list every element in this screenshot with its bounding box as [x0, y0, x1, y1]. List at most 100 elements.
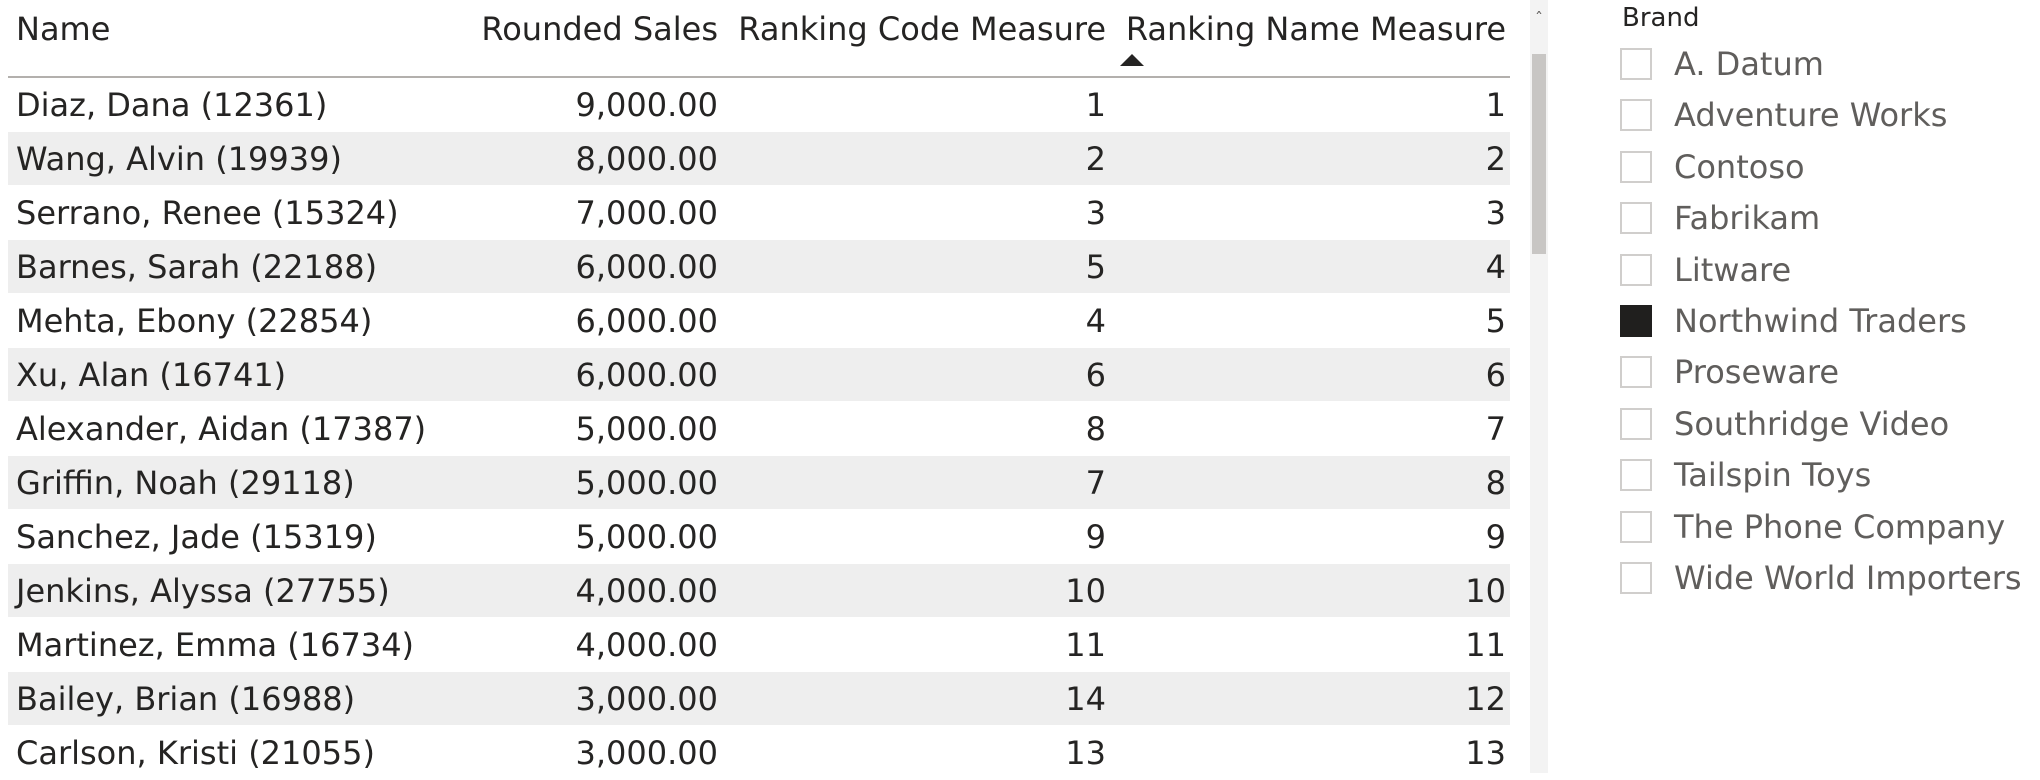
cell-rounded-sales: 6,000.00: [575, 248, 719, 286]
slicer-title: Brand: [1622, 3, 1700, 33]
slicer-item[interactable]: Contoso: [1620, 145, 2030, 196]
cell-ranking-code-measure: 5: [1085, 248, 1106, 286]
cell-ranking-name-measure: 12: [1465, 680, 1506, 718]
cell-ranking-name-measure: 4: [1485, 248, 1506, 286]
scrollbar-thumb[interactable]: [1532, 54, 1546, 254]
cell-name: Griffin, Noah (29118): [16, 464, 355, 502]
cell-name: Alexander, Aidan (17387): [16, 410, 427, 448]
cell-ranking-name-measure: 10: [1465, 572, 1506, 610]
slicer-item-label: Wide World Importers: [1674, 558, 2022, 597]
cell-rounded-sales: 3,000.00: [575, 734, 719, 772]
cell-rounded-sales: 5,000.00: [575, 410, 719, 448]
table-row[interactable]: Barnes, Sarah (22188) 6,000.00 5 4: [8, 240, 1510, 294]
table-row[interactable]: Wang, Alvin (19939) 8,000.00 2 2: [8, 132, 1510, 186]
cell-rounded-sales: 9,000.00: [575, 86, 719, 124]
slicer-item-label: A. Datum: [1674, 45, 1824, 83]
cell-rounded-sales: 8,000.00: [575, 140, 719, 178]
table-row[interactable]: Jenkins, Alyssa (27755) 4,000.00 10 10: [8, 564, 1510, 618]
cell-rounded-sales: 4,000.00: [575, 572, 719, 610]
cell-ranking-code-measure: 13: [1065, 734, 1106, 772]
slicer-checkbox[interactable]: [1620, 253, 1652, 286]
cell-name: Xu, Alan (16741): [16, 356, 287, 394]
slicer-checkbox[interactable]: [1620, 510, 1652, 543]
slicer-item[interactable]: A. Datum: [1620, 42, 2030, 93]
cell-ranking-code-measure: 4: [1085, 302, 1106, 340]
cell-ranking-code-measure: 14: [1065, 680, 1106, 718]
slicer-item[interactable]: Proseware: [1620, 350, 2030, 401]
slicer-checkbox[interactable]: [1620, 407, 1652, 440]
slicer-item-label: Tailspin Toys: [1674, 456, 1872, 495]
table-row[interactable]: Sanchez, Jade (15319) 5,000.00 9 9: [8, 510, 1510, 564]
cell-rounded-sales: 5,000.00: [575, 518, 719, 556]
table-row[interactable]: Diaz, Dana (12361) 9,000.00 1 1: [8, 78, 1510, 132]
cell-ranking-code-measure: 1: [1085, 86, 1106, 124]
cell-name: Wang, Alvin (19939): [16, 140, 342, 178]
cell-rounded-sales: 6,000.00: [575, 356, 719, 394]
column-header-ranking-code-measure[interactable]: Ranking Code Measure: [738, 10, 1106, 48]
cell-ranking-code-measure: 8: [1085, 410, 1106, 448]
table-row[interactable]: Griffin, Noah (29118) 5,000.00 7 8: [8, 456, 1510, 510]
cell-rounded-sales: 5,000.00: [575, 464, 719, 502]
slicer-checkbox[interactable]: [1620, 150, 1652, 183]
cell-ranking-code-measure: 9: [1085, 518, 1106, 556]
slicer-checkbox[interactable]: [1620, 202, 1652, 235]
table-row[interactable]: Bailey, Brian (16988) 3,000.00 14 12: [8, 672, 1510, 726]
cell-ranking-name-measure: 6: [1485, 356, 1506, 394]
slicer-checkbox[interactable]: [1620, 356, 1652, 389]
cell-name: Martinez, Emma (16734): [16, 626, 415, 664]
table-header-row: Name Rounded Sales Ranking Code Measure …: [8, 0, 1510, 78]
cell-name: Mehta, Ebony (22854): [16, 302, 373, 340]
slicer-item[interactable]: Adventure Works: [1620, 93, 2030, 144]
slicer-checkbox[interactable]: [1620, 48, 1652, 80]
table-row[interactable]: Serrano, Renee (15324) 7,000.00 3 3: [8, 186, 1510, 240]
cell-name: Serrano, Renee (15324): [16, 194, 399, 232]
table-row[interactable]: Carlson, Kristi (21055) 3,000.00 13 13: [8, 726, 1510, 780]
table-body: Diaz, Dana (12361) 9,000.00 1 1 Wang, Alvin …: [8, 78, 1510, 780]
slicer-item-label: Proseware: [1674, 353, 1840, 392]
slicer-item[interactable]: Northwind Traders: [1620, 299, 2030, 350]
table-row[interactable]: Alexander, Aidan (17387) 5,000.00 8 7: [8, 402, 1510, 456]
table-row[interactable]: Martinez, Emma (16734) 4,000.00 11 11: [8, 618, 1510, 672]
cell-ranking-name-measure: 5: [1485, 302, 1506, 340]
slicer-item[interactable]: Fabrikam: [1620, 196, 2030, 247]
cell-name: Carlson, Kristi (21055): [16, 734, 375, 772]
cell-ranking-code-measure: 3: [1085, 194, 1106, 232]
slicer-item[interactable]: Litware: [1620, 248, 2030, 299]
cell-ranking-code-measure: 11: [1065, 626, 1106, 664]
sort-ascending-icon[interactable]: [1120, 54, 1144, 66]
table-row[interactable]: Mehta, Ebony (22854) 6,000.00 4 5: [8, 294, 1510, 348]
column-header-ranking-name-measure[interactable]: Ranking Name Measure: [1125, 10, 1506, 48]
slicer-item-label: Litware: [1674, 250, 1792, 289]
cell-ranking-name-measure: 8: [1485, 464, 1506, 502]
cell-ranking-code-measure: 10: [1065, 572, 1106, 610]
cell-rounded-sales: 7,000.00: [575, 194, 719, 232]
cell-name: Sanchez, Jade (15319): [16, 518, 377, 556]
cell-rounded-sales: 4,000.00: [575, 626, 719, 664]
slicer-item[interactable]: The Phone Company: [1620, 505, 2030, 556]
table-row[interactable]: Xu, Alan (16741) 6,000.00 6 6: [8, 348, 1510, 402]
slicer-list: A. Datum Adventure Works Contoso Fabrikam Li…: [1620, 42, 2030, 607]
cell-rounded-sales: 6,000.00: [575, 302, 719, 340]
cell-ranking-name-measure: 1: [1485, 86, 1506, 124]
cell-ranking-name-measure: 3: [1485, 194, 1506, 232]
slicer-item[interactable]: Southridge Video: [1620, 402, 2030, 453]
slicer-item[interactable]: Tailspin Toys: [1620, 453, 2030, 504]
column-header-rounded-sales[interactable]: Rounded Sales: [481, 10, 718, 48]
slicer-checkbox[interactable]: [1620, 99, 1652, 132]
slicer-item-label: Contoso: [1674, 147, 1805, 186]
slicer-checkbox[interactable]: [1620, 304, 1652, 337]
cell-ranking-code-measure: 2: [1085, 140, 1106, 178]
slicer-checkbox[interactable]: [1620, 459, 1652, 492]
cell-ranking-name-measure: 11: [1465, 626, 1506, 664]
brand-slicer: Brand A. Datum Adventure Works Contoso Fabr…: [1610, 0, 2030, 773]
slicer-checkbox[interactable]: [1620, 561, 1652, 594]
slicer-item-label: Fabrikam: [1674, 199, 1821, 238]
chevron-up-icon[interactable]: ˆ: [1535, 9, 1543, 28]
slicer-item-label: Adventure Works: [1674, 96, 1948, 135]
column-header-name[interactable]: Name: [16, 10, 111, 48]
cell-name: Barnes, Sarah (22188): [16, 248, 378, 286]
cell-ranking-name-measure: 2: [1485, 140, 1506, 178]
cell-ranking-code-measure: 7: [1085, 464, 1106, 502]
slicer-item[interactable]: Wide World Importers: [1620, 556, 2030, 607]
cell-name: Bailey, Brian (16988): [16, 680, 356, 718]
